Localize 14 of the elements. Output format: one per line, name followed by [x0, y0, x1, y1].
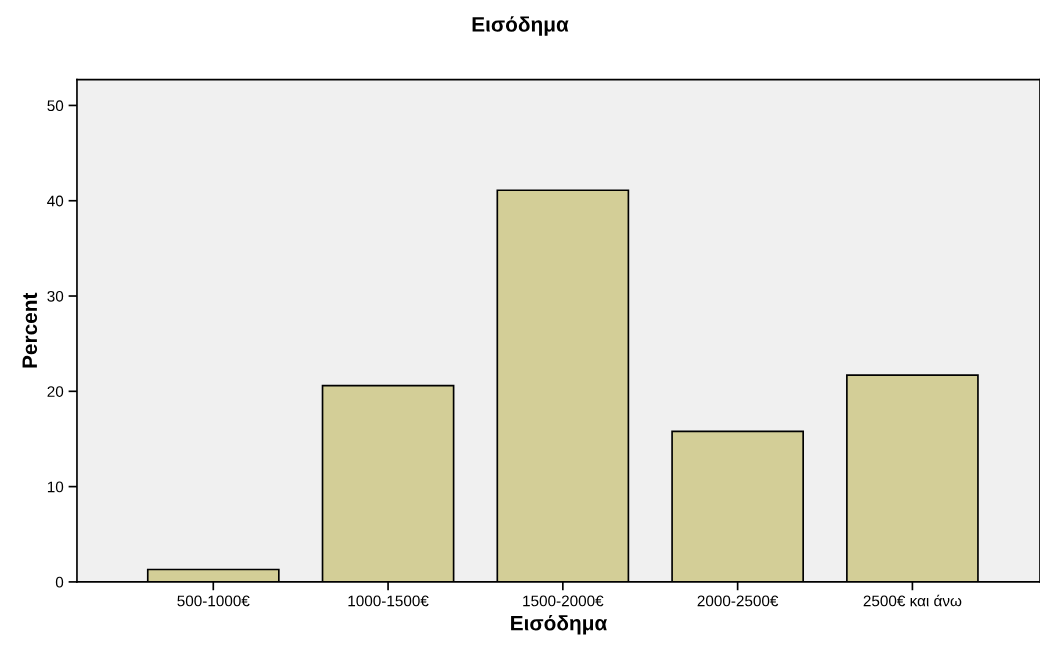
- y-tick-label: 10: [47, 481, 64, 493]
- y-tick-label: 50: [47, 100, 64, 112]
- y-tick-label: 0: [55, 576, 64, 588]
- y-tick-label: 20: [47, 386, 64, 397]
- y-tick-label: 40: [47, 195, 64, 207]
- x-tick-label: 2000-2500€: [697, 595, 779, 607]
- x-tick-label: 1000-1500€: [348, 595, 429, 607]
- x-axis-title: Εισόδημα: [511, 614, 608, 635]
- x-tick-label: 500-1000€: [177, 595, 250, 607]
- x-tick-label: 1500-2000€: [523, 595, 604, 607]
- y-axis-title: Percent: [22, 292, 38, 368]
- chart-title: Εισόδημα: [472, 16, 569, 36]
- y-tick-label: 30: [47, 290, 64, 302]
- x-tick-label: 2500€ και άνω: [863, 594, 962, 607]
